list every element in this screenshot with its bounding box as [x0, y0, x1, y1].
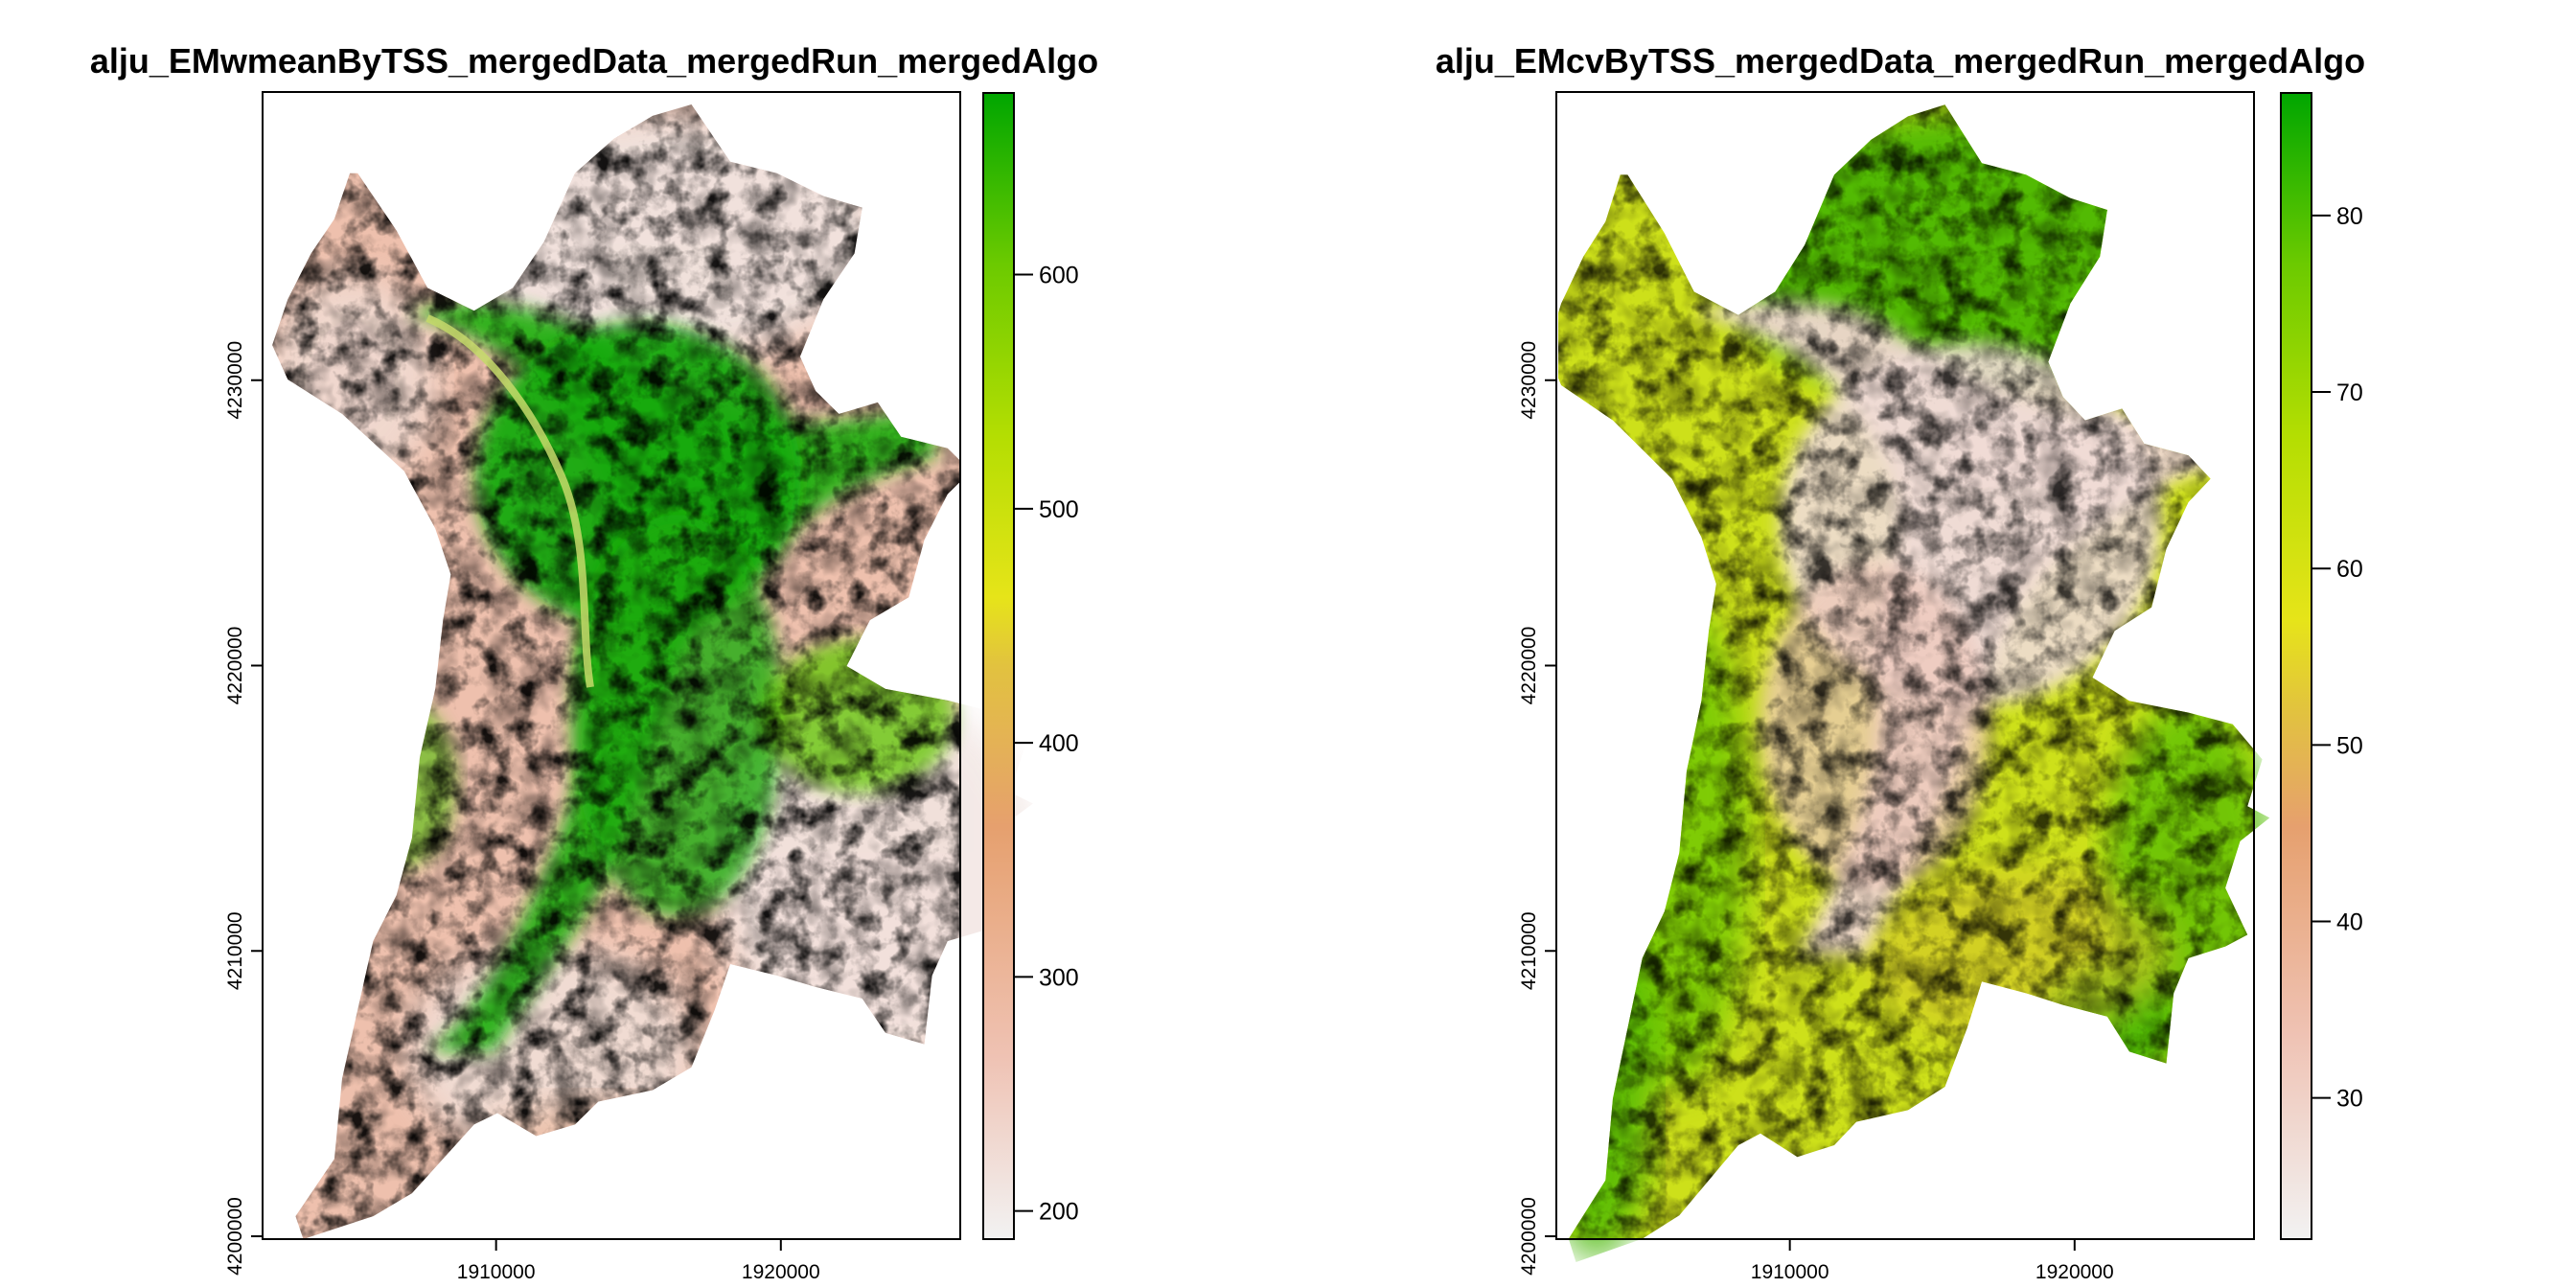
colorbar-tick-label: 600 [1039, 263, 1079, 289]
colorbar-tick-label: 40 [2336, 909, 2363, 936]
x-tick-label: 1910000 [457, 1261, 536, 1283]
chart-title: alju_EMcvByTSS_mergedData_mergedRun_merg… [1436, 41, 2365, 80]
colorbar-frame [982, 92, 1015, 1240]
chart-panel-wmean: alju_EMwmeanByTSS_mergedData_mergedRun_m… [90, 41, 1098, 1283]
y-tick-label: 4200000 [224, 1197, 246, 1276]
y-tick-label: 4210000 [224, 911, 246, 990]
colorbar-gradient [983, 93, 1014, 1239]
x-tick-label: 1910000 [1751, 1261, 1829, 1283]
chart-panel-cv: alju_EMcvByTSS_mergedData_mergedRun_merg… [1436, 41, 2365, 1283]
colorbar: 30 40 50 60 70 80 [2280, 92, 2363, 1240]
colorbar-tick-label: 80 [2336, 203, 2363, 230]
colorbar-ticks: 200 300 400 500 600 [1014, 263, 1079, 1226]
x-tick-label: 1920000 [2036, 1261, 2114, 1283]
colorbar-gradient [2281, 93, 2312, 1239]
colorbar-tick-label: 60 [2336, 556, 2363, 583]
y-tick-label: 4220000 [1518, 627, 1540, 705]
colorbar-frame [2280, 92, 2312, 1240]
y-tick-label: 4200000 [1518, 1197, 1540, 1276]
y-tick-label: 4220000 [224, 627, 246, 705]
axes: 1910000 1920000 4200000 4210000 4220000 42300… [1518, 341, 2114, 1283]
colorbar-tick-label: 500 [1039, 496, 1079, 523]
y-tick-label: 4210000 [1518, 911, 1540, 990]
colorbar-tick-label: 200 [1039, 1199, 1079, 1226]
y-tick-label: 4230000 [224, 341, 246, 420]
colorbar-tick-label: 70 [2336, 380, 2363, 406]
colorbar-tick-label: 400 [1039, 730, 1079, 757]
x-tick-label: 1920000 [742, 1261, 820, 1283]
raster-map [272, 104, 1033, 1239]
colorbar-ticks: 30 40 50 60 70 80 [2312, 203, 2363, 1113]
colorbar-tick-label: 50 [2336, 732, 2363, 759]
raster-map [1546, 104, 2270, 1262]
colorbar: 200 300 400 500 600 [982, 92, 1079, 1240]
y-tick-label: 4230000 [1518, 341, 1540, 420]
axes: 1910000 1920000 4200000 4210000 4220000 42300… [224, 341, 820, 1283]
colorbar-tick-label: 30 [2336, 1086, 2363, 1113]
chart-title: alju_EMwmeanByTSS_mergedData_mergedRun_m… [90, 41, 1098, 80]
colorbar-tick-label: 300 [1039, 964, 1079, 991]
